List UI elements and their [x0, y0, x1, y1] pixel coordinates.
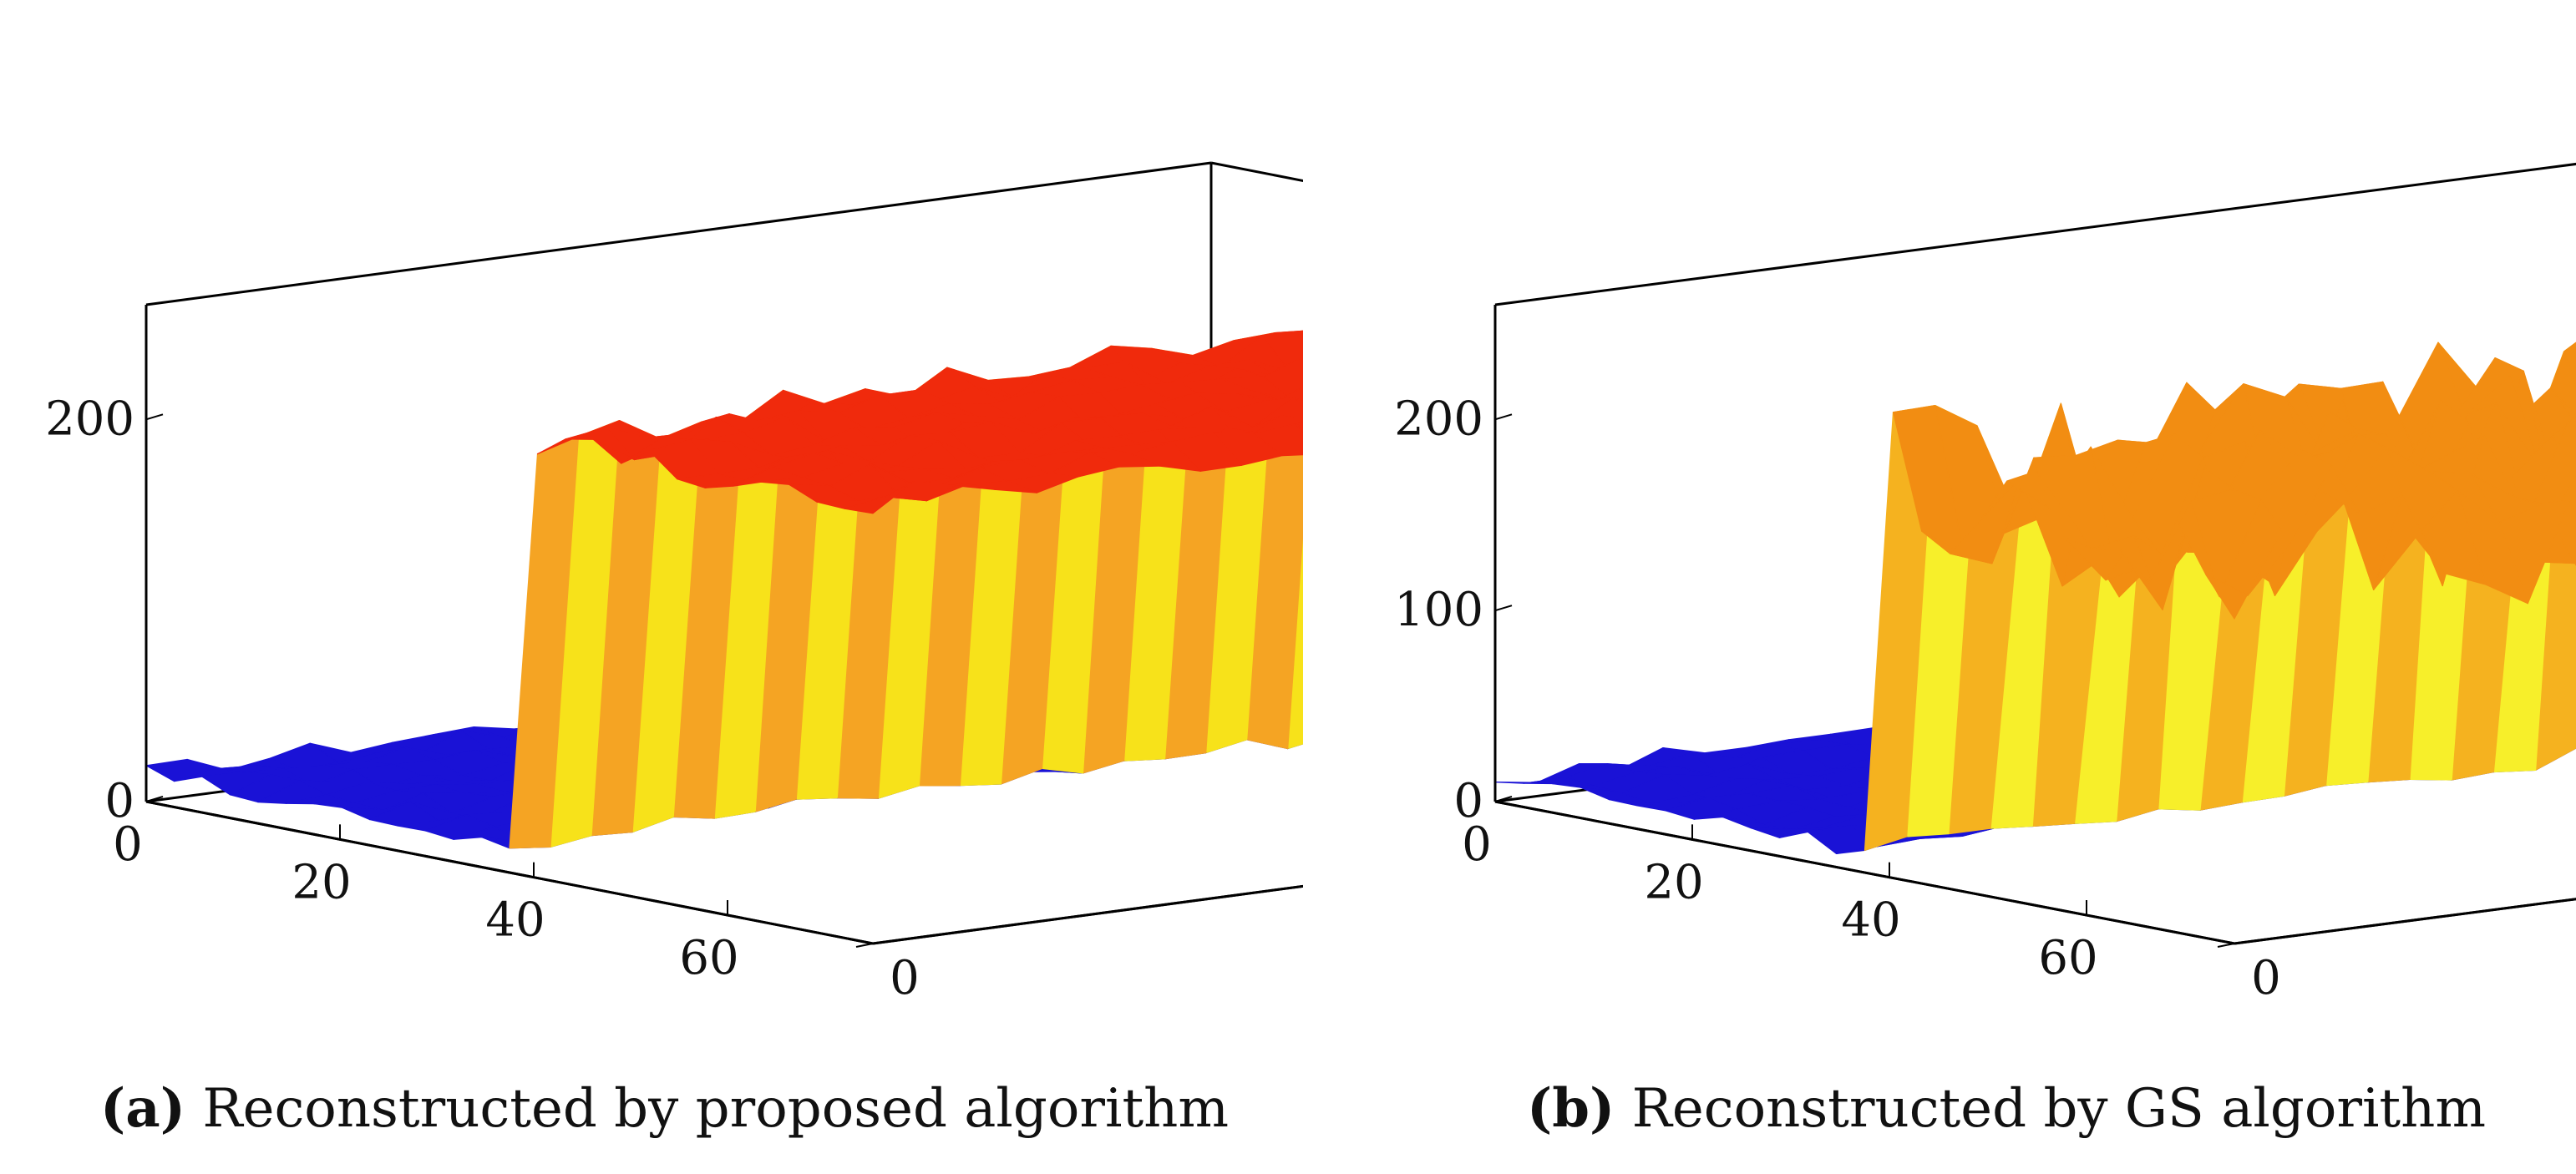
surface-patch [844, 481, 915, 514]
x-tick-label: 20 [1644, 855, 1703, 909]
x-tick-label: 60 [2038, 931, 2097, 985]
z-tick-label: 200 [1394, 392, 1483, 446]
plot-area: 02040600500100200 [1394, 162, 2576, 1005]
axis-line-x [145, 800, 874, 945]
x-tick-label: 0 [1462, 817, 1492, 872]
axis-box-edge [872, 884, 1303, 945]
surface-patch [2563, 342, 2576, 387]
y-tick-label: 0 [2251, 951, 2281, 1005]
caption-a: (a) Reconstructed by proposed algorithm [100, 1077, 1229, 1140]
axis-box-edge [1494, 162, 2576, 306]
axis-line-x [1494, 800, 2235, 945]
z-tick-label: 0 [104, 774, 134, 828]
plot-area: 02040600500200 [45, 161, 1303, 1005]
x-tick-label: 40 [485, 893, 545, 948]
axis-box-edge [1210, 161, 1303, 183]
axis-line-y [872, 884, 1303, 945]
caption-a-text: Reconstructed by proposed algorithm [202, 1078, 1230, 1140]
x-tick-label: 20 [292, 855, 351, 909]
axis-box-edge [145, 161, 1212, 306]
surface-plot-a: 02040600500200 [45, 161, 1303, 1005]
y-tick-mark [2217, 943, 2235, 948]
z-tick-label: 200 [45, 392, 134, 446]
caption-b: (b) Reconstructed by GS algorithm [1527, 1077, 2486, 1140]
caption-a-label: (a) [100, 1077, 186, 1140]
x-tick-label: 40 [1841, 893, 1900, 948]
x-tick-label: 0 [113, 817, 143, 872]
z-tick-mark [1494, 605, 1513, 612]
z-tick-mark [1494, 796, 1513, 802]
axis-line-y [2234, 898, 2576, 945]
chart-panel-b: 02040600500100200 (b) Reconstructed by G… [1303, 0, 2576, 1174]
y-tick-mark [855, 943, 874, 948]
z-tick-mark [1494, 413, 1513, 421]
z-tick-mark [145, 796, 164, 802]
caption-b-text: Reconstructed by GS algorithm [1631, 1078, 2487, 1140]
surface-plot-b: 02040600500100200 [1394, 162, 2576, 1005]
z-tick-label: 0 [1453, 774, 1483, 828]
chart-panel-a: 02040600500200 (a) Reconstructed by prop… [45, 161, 1303, 1140]
z-tick-mark [145, 413, 164, 421]
surface-patch [2205, 539, 2277, 620]
z-tick-label: 100 [1394, 583, 1483, 637]
caption-b-label: (b) [1527, 1077, 1615, 1140]
y-tick-label: 0 [890, 951, 920, 1005]
x-tick-label: 60 [679, 931, 738, 985]
